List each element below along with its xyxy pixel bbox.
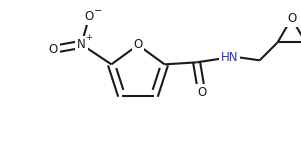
Text: O: O — [197, 86, 206, 99]
Text: HN: HN — [221, 51, 238, 64]
Text: O: O — [85, 10, 94, 23]
Text: O: O — [49, 43, 58, 56]
Text: O: O — [133, 39, 143, 51]
Text: +: + — [85, 33, 92, 42]
Text: O: O — [287, 12, 296, 25]
Text: −: − — [94, 6, 102, 16]
Text: N: N — [77, 38, 86, 51]
